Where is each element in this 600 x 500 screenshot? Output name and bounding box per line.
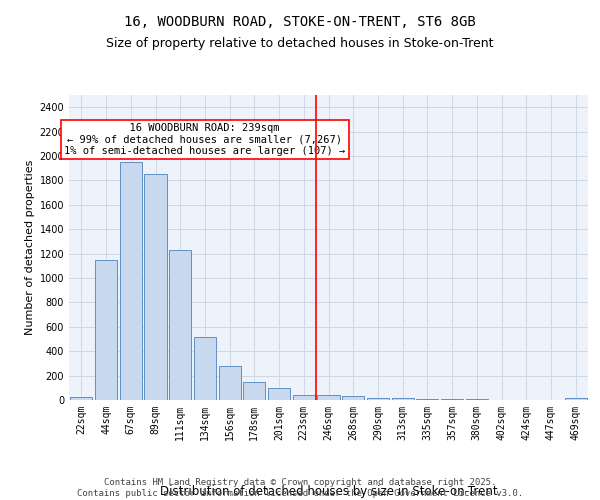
Text: 16, WOODBURN ROAD, STOKE-ON-TRENT, ST6 8GB: 16, WOODBURN ROAD, STOKE-ON-TRENT, ST6 8… <box>124 15 476 29</box>
Bar <box>145 174 167 400</box>
Bar <box>243 382 265 400</box>
Bar <box>169 250 191 400</box>
Y-axis label: Number of detached properties: Number of detached properties <box>25 160 35 335</box>
Bar <box>565 398 587 400</box>
Bar <box>218 366 241 400</box>
Bar <box>293 394 315 400</box>
Text: Size of property relative to detached houses in Stoke-on-Trent: Size of property relative to detached ho… <box>106 38 494 51</box>
Bar <box>342 396 364 400</box>
Bar <box>194 336 216 400</box>
Bar <box>392 398 414 400</box>
Bar <box>317 394 340 400</box>
Bar <box>70 397 92 400</box>
Text: Contains HM Land Registry data © Crown copyright and database right 2025.
Contai: Contains HM Land Registry data © Crown c… <box>77 478 523 498</box>
Bar <box>416 399 439 400</box>
X-axis label: Distribution of detached houses by size in Stoke-on-Trent: Distribution of detached houses by size … <box>160 484 497 498</box>
Bar <box>95 260 117 400</box>
Bar <box>367 398 389 400</box>
Bar <box>119 162 142 400</box>
Bar <box>268 388 290 400</box>
Text: 16 WOODBURN ROAD: 239sqm  
← 99% of detached houses are smaller (7,267)
1% of se: 16 WOODBURN ROAD: 239sqm ← 99% of detach… <box>64 123 346 156</box>
